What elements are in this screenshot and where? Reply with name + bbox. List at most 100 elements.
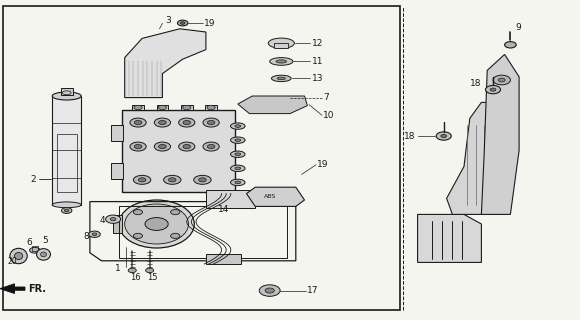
- Text: 15: 15: [147, 273, 158, 282]
- Circle shape: [493, 75, 510, 85]
- Circle shape: [259, 285, 280, 296]
- Ellipse shape: [41, 252, 46, 257]
- Circle shape: [133, 210, 143, 215]
- Ellipse shape: [125, 204, 188, 244]
- Ellipse shape: [235, 181, 241, 184]
- Ellipse shape: [158, 121, 166, 125]
- Circle shape: [128, 268, 136, 273]
- Text: ABS: ABS: [264, 194, 276, 199]
- Text: 8: 8: [83, 232, 89, 241]
- Ellipse shape: [203, 142, 219, 151]
- Bar: [157, 105, 168, 110]
- Ellipse shape: [133, 175, 151, 184]
- Circle shape: [265, 288, 274, 293]
- Circle shape: [171, 233, 180, 238]
- Bar: [52, 96, 81, 205]
- Ellipse shape: [179, 118, 195, 127]
- Ellipse shape: [61, 208, 72, 213]
- Ellipse shape: [138, 178, 146, 182]
- Ellipse shape: [230, 165, 245, 172]
- Polygon shape: [418, 214, 481, 262]
- Ellipse shape: [276, 60, 287, 63]
- Ellipse shape: [130, 142, 146, 151]
- Ellipse shape: [235, 139, 241, 141]
- Bar: [274, 43, 288, 48]
- Circle shape: [133, 233, 143, 238]
- Ellipse shape: [158, 145, 166, 149]
- Polygon shape: [0, 284, 25, 293]
- Ellipse shape: [52, 202, 81, 208]
- Circle shape: [498, 78, 505, 82]
- Ellipse shape: [130, 118, 146, 127]
- Text: 5: 5: [42, 236, 48, 245]
- Circle shape: [171, 210, 180, 215]
- Text: 19: 19: [204, 19, 216, 28]
- Text: 13: 13: [311, 74, 323, 83]
- Text: 18: 18: [470, 79, 481, 88]
- Ellipse shape: [235, 125, 241, 127]
- Ellipse shape: [164, 175, 181, 184]
- Circle shape: [146, 268, 154, 273]
- Circle shape: [134, 105, 142, 110]
- Ellipse shape: [183, 145, 190, 149]
- Text: 14: 14: [218, 205, 229, 214]
- Ellipse shape: [134, 145, 142, 149]
- Text: FR.: FR.: [28, 284, 46, 294]
- Ellipse shape: [230, 179, 245, 186]
- Bar: [3, 6, 400, 310]
- Bar: [113, 215, 122, 233]
- Ellipse shape: [145, 218, 168, 230]
- Circle shape: [89, 231, 100, 237]
- Ellipse shape: [134, 121, 142, 125]
- Ellipse shape: [183, 121, 190, 125]
- Bar: [122, 110, 235, 192]
- Ellipse shape: [208, 145, 215, 149]
- Bar: [57, 134, 77, 192]
- Text: 20: 20: [8, 257, 17, 266]
- Text: 7: 7: [324, 93, 329, 102]
- Bar: [111, 163, 123, 179]
- Text: 12: 12: [311, 39, 323, 48]
- Bar: [119, 206, 287, 258]
- Ellipse shape: [154, 118, 171, 127]
- Ellipse shape: [230, 123, 245, 129]
- Ellipse shape: [277, 77, 285, 80]
- Ellipse shape: [271, 75, 291, 82]
- Circle shape: [110, 218, 116, 221]
- Text: 2: 2: [30, 175, 36, 184]
- Bar: [61, 88, 72, 95]
- Circle shape: [106, 215, 121, 223]
- Text: 10: 10: [323, 111, 335, 120]
- Text: 9: 9: [515, 23, 521, 32]
- Ellipse shape: [179, 142, 195, 151]
- Polygon shape: [447, 102, 510, 214]
- Circle shape: [30, 247, 40, 253]
- Text: 11: 11: [311, 57, 323, 66]
- Text: 16: 16: [130, 273, 140, 282]
- Text: 18: 18: [404, 132, 415, 140]
- Text: 1: 1: [115, 264, 121, 273]
- Circle shape: [177, 20, 188, 26]
- Polygon shape: [125, 29, 206, 98]
- Circle shape: [505, 42, 516, 48]
- Text: 19: 19: [317, 160, 329, 169]
- Bar: [206, 190, 255, 208]
- Bar: [111, 125, 123, 141]
- Bar: [132, 105, 144, 110]
- Polygon shape: [246, 187, 304, 206]
- Ellipse shape: [14, 252, 23, 260]
- Text: 6: 6: [26, 238, 32, 247]
- Ellipse shape: [235, 153, 241, 156]
- Circle shape: [490, 88, 496, 91]
- Polygon shape: [481, 54, 519, 214]
- Circle shape: [180, 22, 185, 24]
- Circle shape: [485, 85, 501, 94]
- Circle shape: [183, 105, 191, 110]
- Ellipse shape: [198, 178, 206, 182]
- Ellipse shape: [208, 121, 215, 125]
- Polygon shape: [238, 96, 307, 114]
- Ellipse shape: [37, 249, 50, 260]
- Ellipse shape: [52, 92, 81, 100]
- Ellipse shape: [168, 178, 176, 182]
- Ellipse shape: [119, 200, 194, 248]
